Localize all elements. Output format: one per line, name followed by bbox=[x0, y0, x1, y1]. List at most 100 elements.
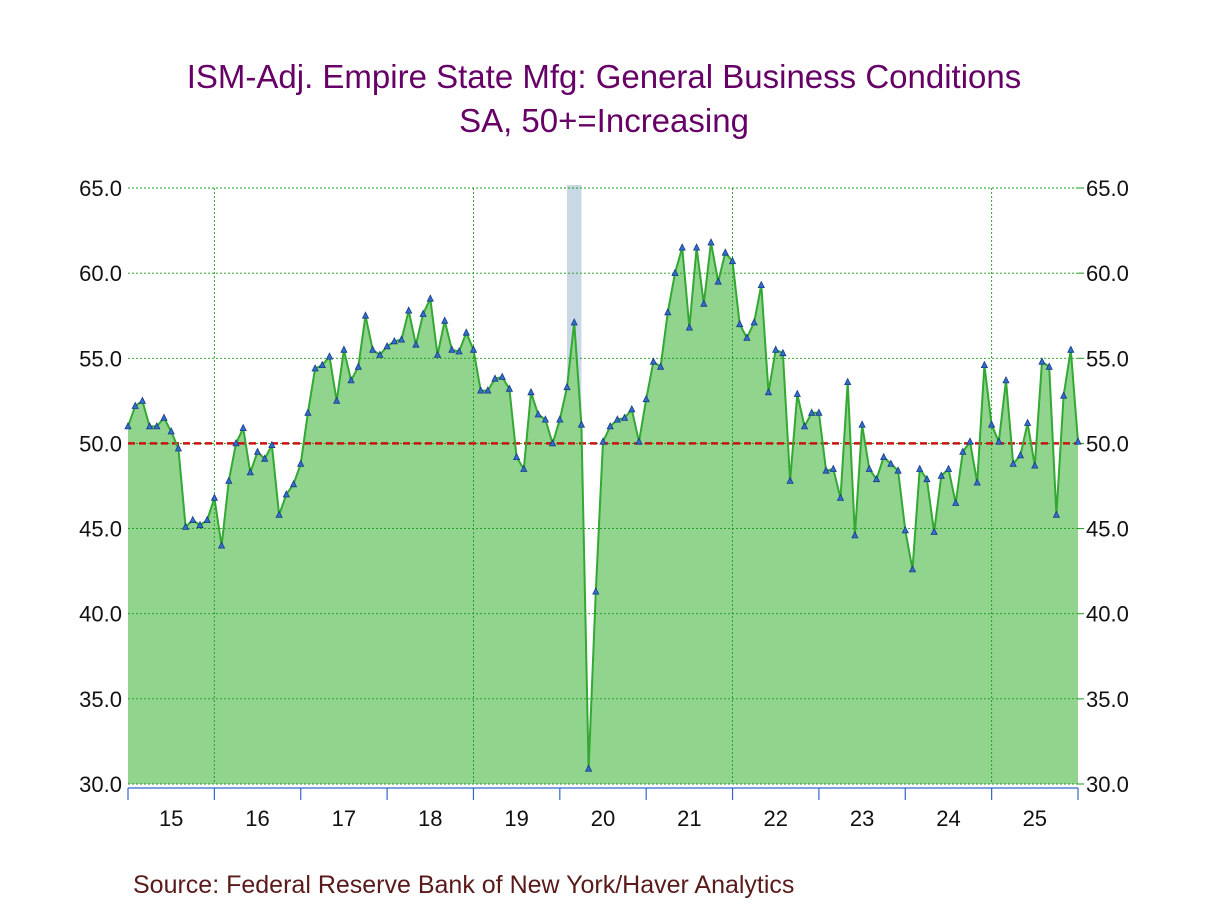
data-point bbox=[808, 408, 816, 416]
data-point bbox=[426, 294, 434, 302]
data-point bbox=[901, 525, 909, 534]
y-tick-label-right: 50.0 bbox=[1086, 431, 1129, 456]
data-point bbox=[548, 439, 557, 447]
data-point bbox=[181, 522, 190, 530]
data-point bbox=[189, 515, 197, 523]
data-point bbox=[786, 476, 794, 484]
data-point bbox=[649, 357, 658, 365]
data-point bbox=[505, 384, 514, 392]
y-tick-label-right: 45.0 bbox=[1086, 517, 1129, 542]
data-point bbox=[664, 307, 672, 316]
data-point bbox=[1067, 345, 1075, 353]
data-point bbox=[577, 420, 586, 428]
data-point bbox=[361, 311, 370, 319]
data-point bbox=[1045, 362, 1053, 370]
chart-plot: 30.0 30.0 35.0 35.0 40.0 40.0 45.0 45.0 50.0 50.0… bbox=[79, 176, 1129, 831]
x-tick-label: 20 bbox=[591, 806, 615, 831]
y-tick-label-left: 60.0 bbox=[79, 261, 122, 286]
data-point bbox=[829, 464, 837, 472]
data-point bbox=[318, 360, 326, 369]
data-point bbox=[872, 474, 881, 483]
data-point bbox=[541, 415, 550, 423]
data-point bbox=[736, 319, 744, 328]
data-point bbox=[325, 352, 334, 360]
data-point bbox=[822, 466, 830, 474]
data-point bbox=[728, 256, 737, 265]
data-point bbox=[707, 238, 715, 246]
x-tick-label: 16 bbox=[245, 806, 269, 831]
data-point bbox=[973, 478, 981, 486]
x-tick-label: 18 bbox=[418, 806, 442, 831]
data-point bbox=[880, 452, 888, 461]
data-point bbox=[995, 437, 1003, 445]
data-point bbox=[498, 372, 506, 380]
y-tick-label-right: 65.0 bbox=[1086, 176, 1129, 201]
data-point bbox=[239, 423, 247, 432]
x-tick-label: 19 bbox=[504, 806, 528, 831]
data-point bbox=[757, 280, 765, 289]
data-point bbox=[477, 386, 485, 394]
data-point bbox=[966, 437, 974, 445]
data-point bbox=[124, 422, 132, 430]
data-point bbox=[1074, 437, 1082, 445]
data-point bbox=[354, 362, 362, 370]
data-point bbox=[613, 415, 622, 423]
y-tick-label-right: 60.0 bbox=[1086, 261, 1129, 286]
data-point bbox=[671, 268, 679, 277]
y-tick-label-right: 40.0 bbox=[1086, 602, 1129, 627]
data-point bbox=[692, 243, 701, 251]
data-point bbox=[635, 437, 643, 445]
data-point bbox=[700, 299, 708, 307]
data-point bbox=[289, 479, 298, 488]
data-point bbox=[952, 498, 960, 506]
data-point bbox=[750, 318, 758, 326]
data-point bbox=[311, 364, 319, 372]
data-point bbox=[167, 427, 175, 435]
data-point bbox=[937, 471, 945, 479]
y-tick-label-left: 65.0 bbox=[79, 176, 122, 201]
chart-subtitle: SA, 50+=Increasing bbox=[459, 102, 749, 139]
x-tick-label: 17 bbox=[332, 806, 356, 831]
data-point bbox=[174, 444, 183, 452]
data-point bbox=[743, 333, 751, 341]
data-point bbox=[678, 243, 686, 251]
data-point bbox=[145, 422, 154, 430]
data-point bbox=[210, 493, 219, 501]
data-point bbox=[527, 387, 535, 396]
data-point bbox=[196, 520, 204, 529]
data-point bbox=[844, 377, 852, 386]
data-point bbox=[570, 318, 578, 326]
data-point bbox=[721, 248, 729, 256]
data-point bbox=[512, 452, 521, 461]
data-point bbox=[397, 335, 406, 343]
data-point bbox=[469, 345, 478, 353]
data-point bbox=[642, 394, 650, 403]
data-point bbox=[462, 328, 470, 336]
data-point bbox=[203, 515, 211, 523]
data-point bbox=[433, 350, 442, 358]
data-point bbox=[779, 348, 787, 357]
data-point bbox=[851, 531, 859, 539]
data-point bbox=[520, 464, 528, 472]
data-point bbox=[656, 362, 665, 370]
data-point bbox=[282, 490, 290, 498]
data-point bbox=[930, 527, 938, 535]
data-point bbox=[1031, 461, 1039, 469]
y-tick-label-left: 50.0 bbox=[79, 431, 122, 456]
y-tick-label-right: 30.0 bbox=[1086, 772, 1129, 797]
data-point bbox=[390, 336, 398, 345]
data-point bbox=[246, 468, 254, 476]
data-point bbox=[908, 565, 917, 573]
x-tick-label: 23 bbox=[850, 806, 874, 831]
data-point bbox=[1002, 376, 1010, 384]
data-point bbox=[815, 408, 823, 416]
data-point bbox=[491, 374, 499, 382]
data-point bbox=[599, 437, 607, 445]
data-point bbox=[304, 408, 312, 416]
data-point bbox=[340, 345, 348, 353]
y-tick-label-right: 35.0 bbox=[1086, 687, 1129, 712]
y-tick-label-left: 40.0 bbox=[79, 602, 122, 627]
data-point bbox=[448, 345, 456, 353]
series-area bbox=[128, 242, 1078, 784]
